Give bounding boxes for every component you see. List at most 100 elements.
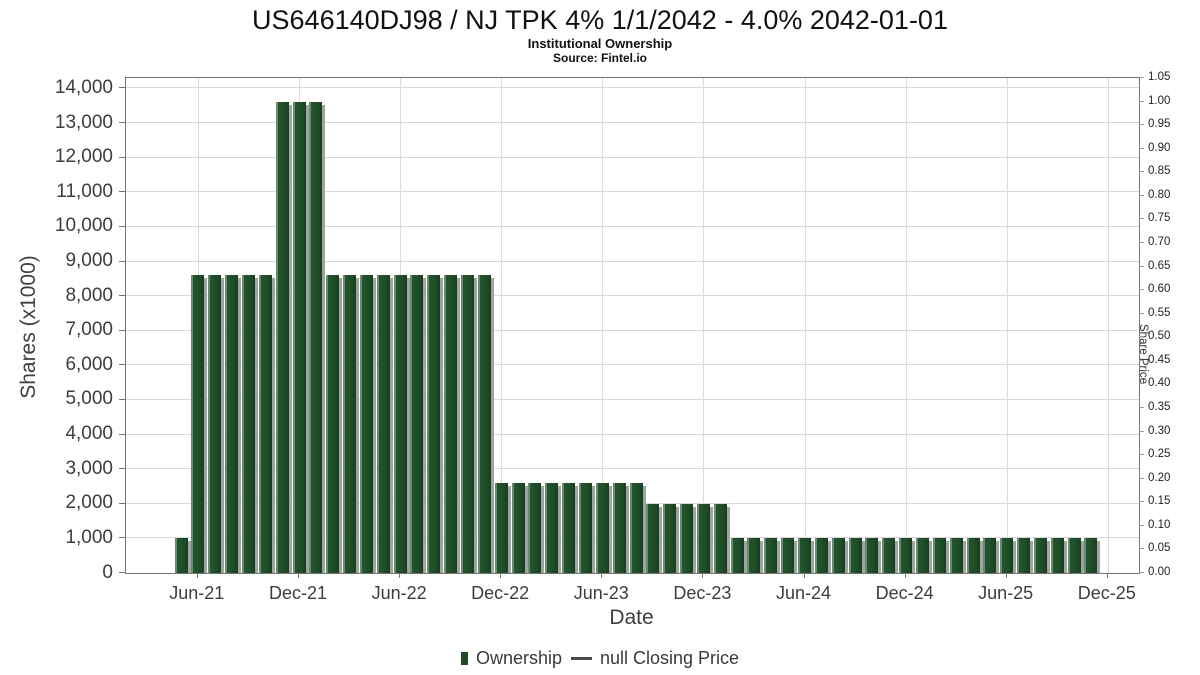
x-axis-tick-mark	[196, 573, 198, 578]
ownership-bar[interactable]	[292, 102, 306, 573]
chart-subtitle: Institutional Ownership	[527, 36, 673, 51]
ownership-bar[interactable]	[646, 503, 660, 573]
legend-item-closing-price[interactable]: null Closing Price	[570, 648, 739, 669]
ownership-bar[interactable]	[444, 275, 458, 573]
ownership-bar[interactable]	[562, 483, 576, 573]
x-axis-tick-label: Jun-24	[775, 583, 832, 603]
y-axis-tick-mark	[119, 191, 125, 193]
right-axis-tick-mark	[1139, 501, 1144, 503]
ownership-bar[interactable]	[241, 275, 255, 573]
ownership-bar[interactable]	[612, 483, 626, 573]
ownership-bar[interactable]	[798, 538, 811, 573]
ownership-bar[interactable]	[595, 483, 609, 573]
legend: Ownership null Closing Price	[0, 646, 1200, 670]
right-axis-tick-label: 0.20	[1148, 471, 1171, 484]
x-axis-tick-mark	[803, 573, 805, 578]
ownership-bar[interactable]	[461, 275, 474, 573]
y-gridline	[126, 225, 1139, 227]
ownership-bar[interactable]	[1000, 538, 1014, 573]
right-axis-tick-label: 0.50	[1148, 330, 1171, 343]
x-axis-tick-mark	[1005, 573, 1007, 578]
ownership-bar[interactable]	[848, 538, 862, 573]
right-axis-tick-mark	[1139, 171, 1144, 173]
y-axis-tick-label: 5,000	[65, 388, 113, 410]
ownership-bar[interactable]	[225, 275, 239, 573]
ownership-bar[interactable]	[275, 102, 289, 573]
plot-area	[125, 77, 1140, 574]
x-axis-tick-label: Dec-25	[1077, 583, 1136, 603]
right-axis-tick-label: 0.25	[1148, 448, 1171, 461]
x-gridline	[1006, 78, 1008, 573]
right-axis-tick-label: 0.70	[1148, 236, 1171, 248]
ownership-bar[interactable]	[781, 538, 795, 573]
ownership-bar[interactable]	[831, 538, 845, 573]
ownership-bar[interactable]	[629, 483, 643, 573]
y-axis-tick-label: 11,000	[56, 180, 113, 202]
ownership-bar[interactable]	[1033, 538, 1047, 573]
right-axis-tick-mark	[1139, 548, 1144, 550]
ownership-bar[interactable]	[309, 102, 323, 573]
ownership-bar[interactable]	[730, 538, 744, 573]
ownership-bar[interactable]	[966, 538, 980, 573]
ownership-bar[interactable]	[865, 538, 879, 573]
ownership-bar[interactable]	[696, 503, 710, 573]
ownership-bar[interactable]	[578, 483, 592, 573]
ownership-bar[interactable]	[949, 538, 963, 573]
x-axis-tick-label: Jun-22	[371, 583, 427, 603]
ownership-bar[interactable]	[663, 503, 677, 573]
ownership-bar[interactable]	[359, 275, 373, 573]
right-axis-tick-label: 0.35	[1148, 401, 1171, 413]
ownership-bar[interactable]	[680, 503, 693, 573]
x-gridline	[703, 78, 705, 573]
right-axis-tick-mark	[1139, 336, 1144, 338]
y-axis-tick-label: 8,000	[65, 284, 113, 306]
ownership-bar[interactable]	[191, 275, 205, 573]
x-axis-tick-mark	[500, 573, 502, 578]
ownership-bar[interactable]	[528, 483, 542, 573]
y-axis-tick-mark	[119, 433, 125, 435]
x-gridline	[905, 78, 907, 573]
right-axis-tick-mark	[1139, 194, 1144, 196]
ownership-bar[interactable]	[899, 538, 913, 573]
right-axis-tick-mark	[1139, 407, 1144, 408]
right-axis-tick-label: 0.00	[1148, 566, 1171, 578]
legend-item-ownership[interactable]: Ownership	[460, 648, 562, 669]
y-axis-tick-mark	[119, 122, 125, 123]
chart-title: US646140DJ98 / NJ TPK 4% 1/1/2042 - 4.0%…	[252, 5, 948, 35]
ownership-bar[interactable]	[477, 275, 491, 573]
ownership-bar[interactable]	[814, 538, 828, 573]
ownership-bar[interactable]	[764, 538, 778, 573]
y-axis-tick-mark	[119, 537, 125, 539]
ownership-bar[interactable]	[174, 538, 188, 573]
ownership-bar[interactable]	[393, 275, 407, 573]
y-gridline	[126, 87, 1139, 89]
y-axis-tick-mark	[119, 329, 125, 331]
ownership-bar[interactable]	[713, 503, 727, 573]
ownership-bar[interactable]	[932, 538, 946, 573]
ownership-bar[interactable]	[208, 275, 222, 573]
ownership-bar[interactable]	[882, 538, 896, 573]
ownership-bar[interactable]	[511, 483, 525, 573]
ownership-bar[interactable]	[376, 275, 390, 573]
ownership-bar[interactable]	[410, 275, 424, 573]
ownership-bar[interactable]	[545, 483, 559, 573]
x-gridline	[1107, 78, 1109, 573]
y-gridline	[126, 468, 1139, 470]
ownership-bar[interactable]	[1084, 538, 1098, 573]
ownership-bar[interactable]	[427, 275, 441, 573]
ownership-bar[interactable]	[343, 275, 356, 573]
ownership-bar[interactable]	[1017, 538, 1030, 573]
ownership-bar[interactable]	[494, 483, 508, 573]
ownership-bar[interactable]	[1050, 538, 1064, 573]
closing-price-line-icon	[570, 656, 592, 660]
ownership-bar[interactable]	[915, 538, 929, 573]
y-axis-tick-mark	[119, 225, 125, 227]
right-axis-tick-label: 0.15	[1148, 495, 1171, 508]
ownership-bar[interactable]	[258, 275, 272, 573]
x-axis-tick-label: Dec-21	[268, 583, 328, 603]
ownership-bar[interactable]	[983, 538, 997, 573]
y-gridline	[126, 433, 1139, 435]
ownership-bar[interactable]	[747, 538, 761, 573]
ownership-bar[interactable]	[326, 275, 340, 573]
ownership-bar[interactable]	[1067, 538, 1081, 573]
